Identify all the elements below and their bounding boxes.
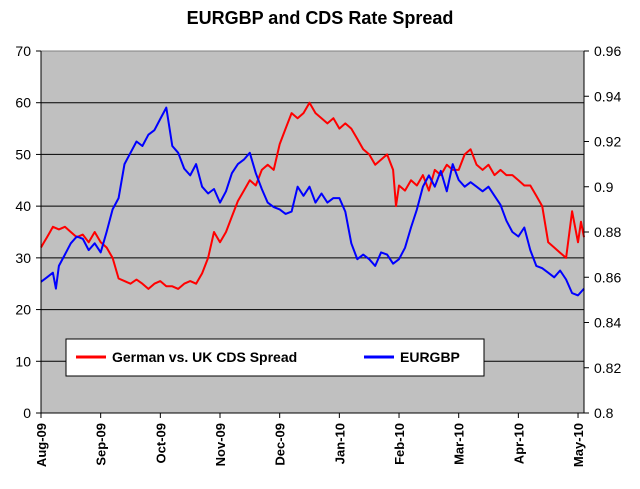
- y-left-tick-label: 0: [23, 405, 31, 421]
- y-right-tick-label: 0.86: [594, 269, 621, 285]
- x-tick-label: May-10: [571, 423, 586, 467]
- y-right-tick-label: 0.84: [594, 315, 621, 331]
- x-tick-label: Feb-10: [392, 423, 407, 465]
- y-left-tick-label: 30: [15, 250, 31, 266]
- legend-label-eurgbp: EURGBP: [400, 349, 460, 365]
- y-right-tick-label: 0.94: [594, 88, 621, 104]
- legend-box: [65, 338, 485, 377]
- x-tick-label: Nov-09: [213, 423, 228, 466]
- axes: 0 10 20 30 40 50 60 70 0.8 0.82 0.84 0.86 0.88 0.9 0.9…: [15, 43, 621, 467]
- x-tick-label: Dec-09: [273, 423, 288, 466]
- chart-title: EURGBP and CDS Rate Spread: [187, 8, 454, 28]
- series-layer: [40, 101, 585, 297]
- legend: German vs. UK CDS Spread EURGBP: [65, 338, 485, 377]
- x-tick-label: Sep-09: [94, 423, 109, 466]
- y-right-tick-label: 0.9: [594, 179, 614, 195]
- y-left-tick-label: 20: [15, 302, 31, 318]
- y-right-tick-label: 0.92: [594, 134, 621, 150]
- y-left-tick-label: 40: [15, 198, 31, 214]
- x-tick-label: Jan-10: [332, 423, 347, 464]
- y-right-tick-label: 0.88: [594, 224, 621, 240]
- y-left-tick-label: 50: [15, 146, 31, 162]
- series-line-cds-spread: [40, 101, 585, 290]
- series-line-eurgbp: [40, 106, 585, 297]
- y-left-tick-label: 60: [15, 95, 31, 111]
- x-tick-label: Apr-10: [511, 423, 526, 464]
- y-right-tick-label: 0.96: [594, 43, 621, 59]
- x-tick-label: Oct-09: [153, 423, 168, 463]
- x-tick-label: Aug-09: [34, 423, 49, 467]
- x-tick-label: Mar-10: [452, 423, 467, 465]
- y-left-tick-label: 10: [15, 353, 31, 369]
- y-left-tick-label: 70: [15, 43, 31, 59]
- legend-label-cds: German vs. UK CDS Spread: [112, 349, 297, 365]
- y-right-tick-label: 0.82: [594, 360, 621, 376]
- y-right-tick-label: 0.8: [594, 405, 614, 421]
